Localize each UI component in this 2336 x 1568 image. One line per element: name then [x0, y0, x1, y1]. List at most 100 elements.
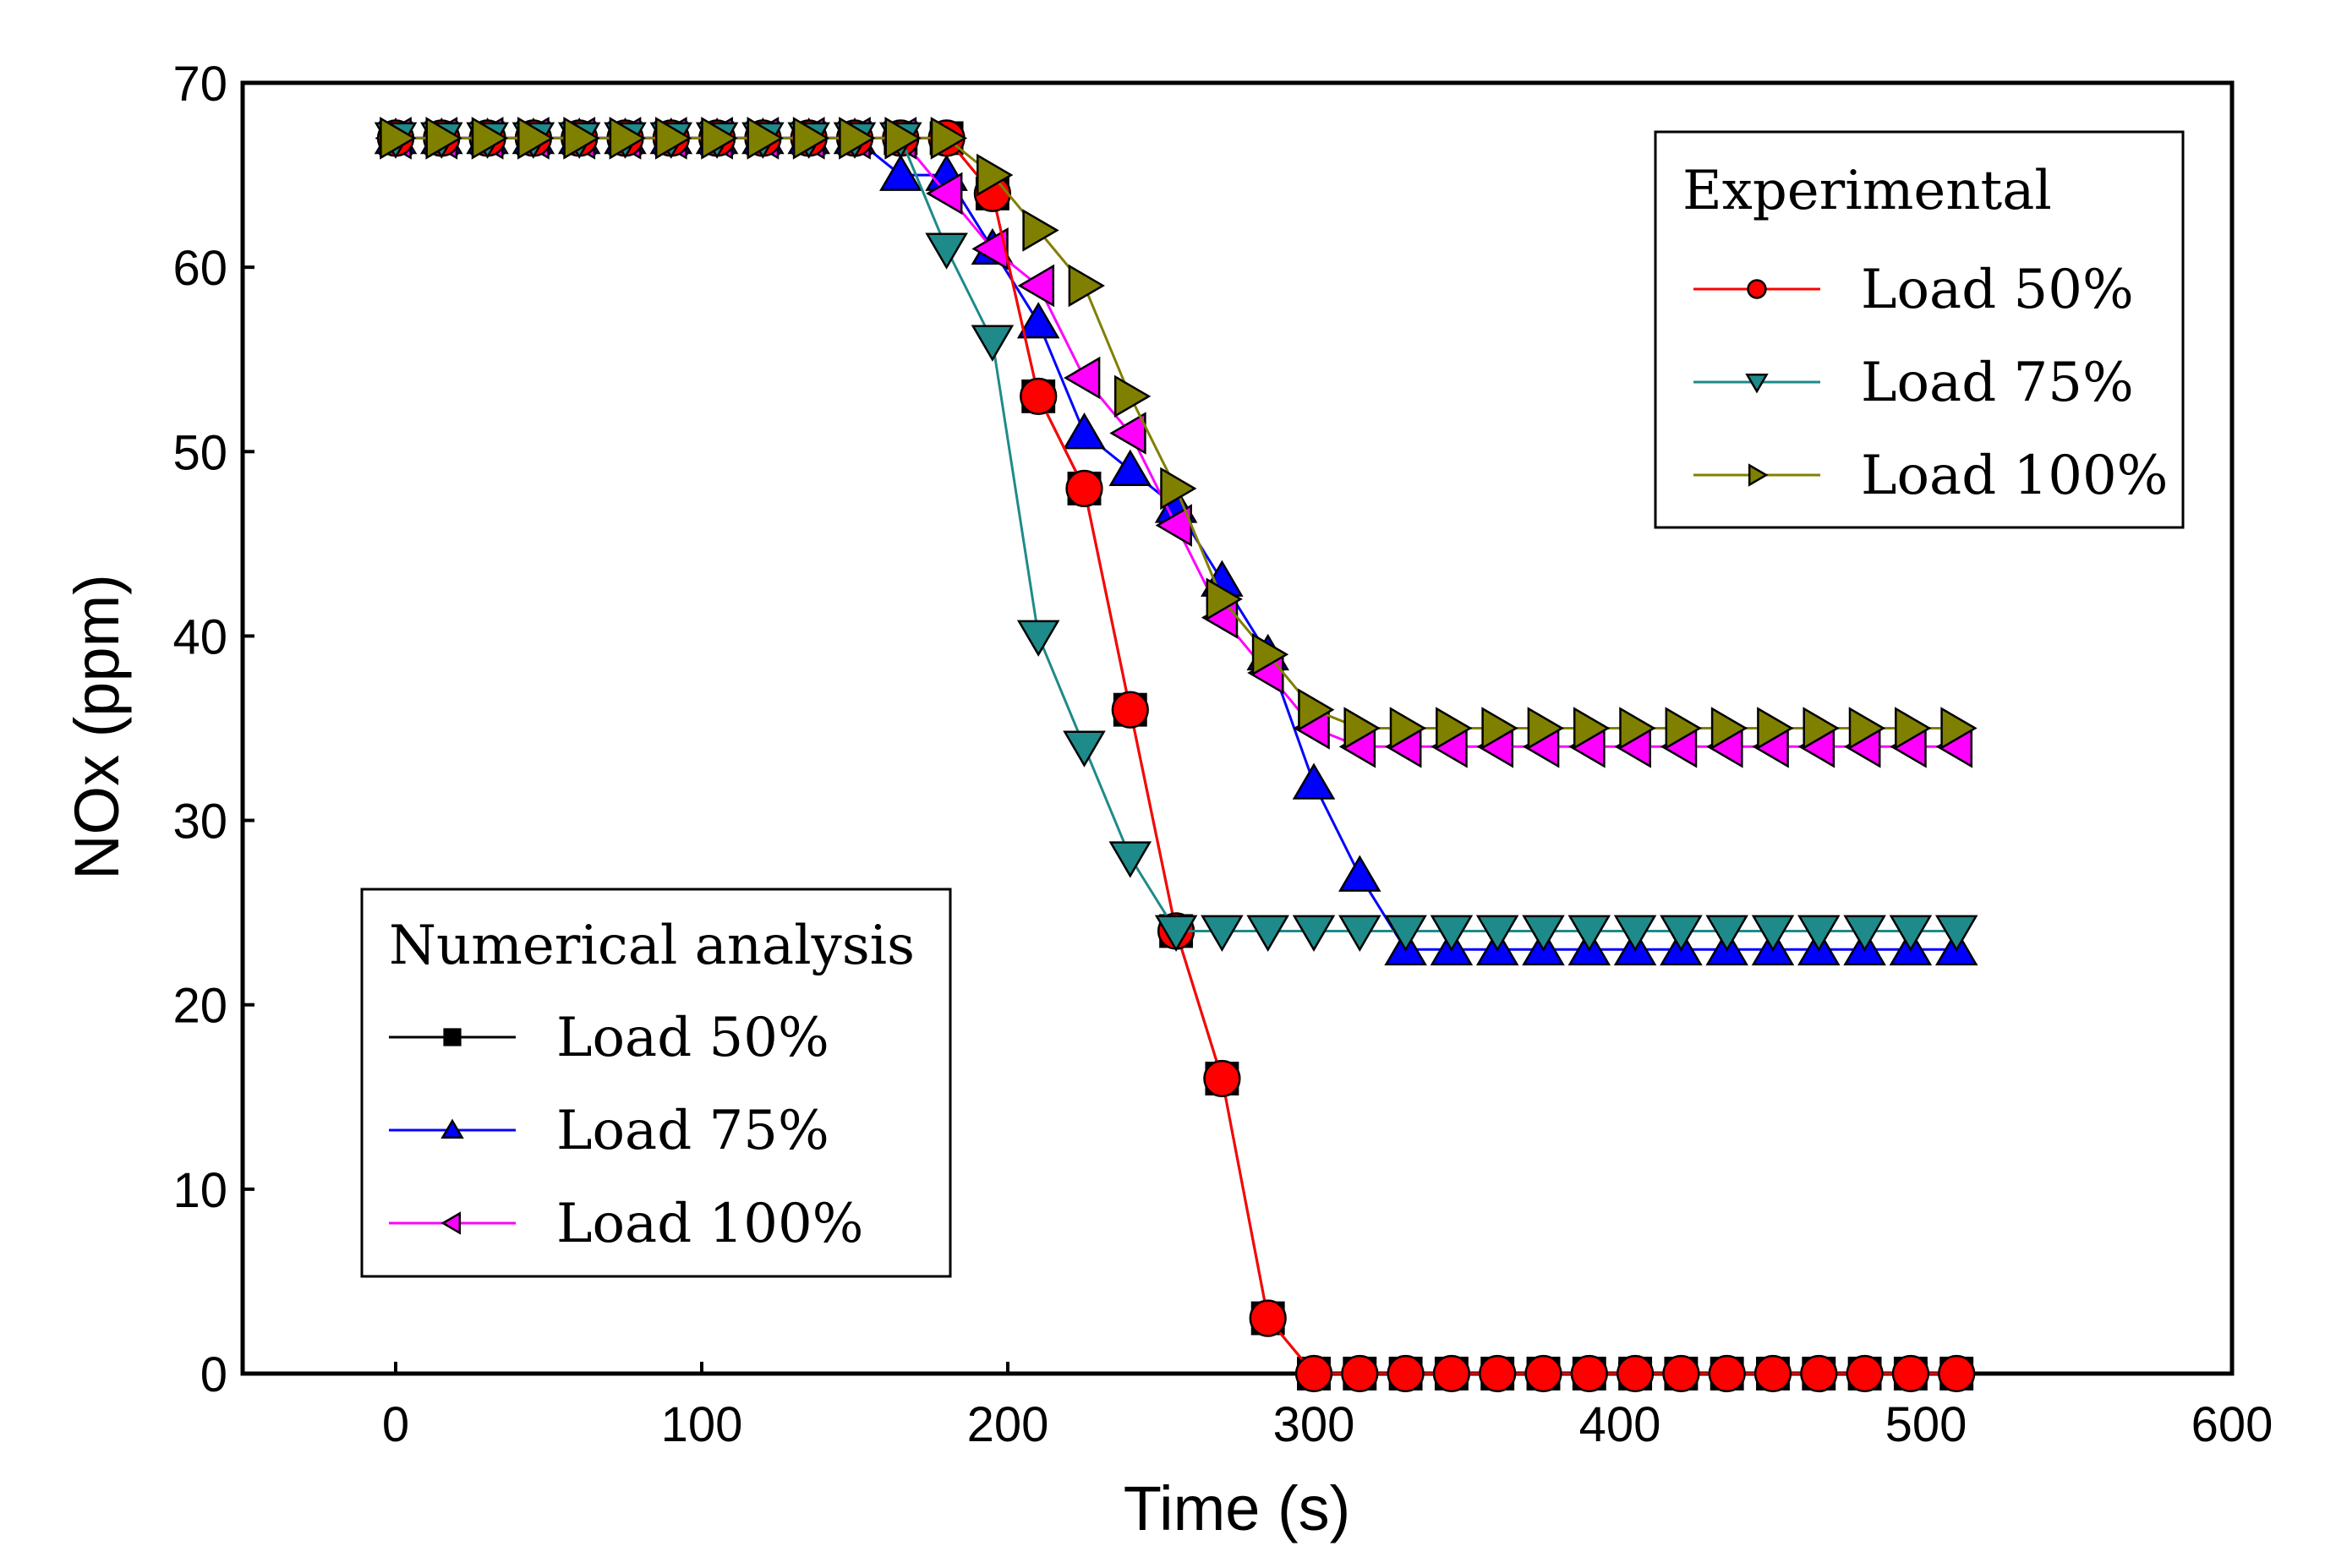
data-point [1843, 915, 1886, 952]
legend-item: Load 50% [389, 1007, 829, 1069]
data-point [380, 117, 417, 160]
data-point [792, 117, 830, 160]
data-point [1662, 1354, 1700, 1393]
data-point [1068, 264, 1105, 308]
data-point [1797, 915, 1841, 952]
y-tick-label: 0 [200, 1347, 227, 1402]
data-point [1613, 915, 1657, 952]
data-point [471, 117, 509, 160]
series-layer [374, 117, 1978, 1393]
plot-frame [240, 80, 2235, 1376]
legend-numerical: Numerical analysis Load 50%Load 75%Load … [360, 888, 952, 1278]
data-point [839, 117, 876, 160]
data-point [977, 153, 1014, 197]
x-tick-label: 300 [1273, 1397, 1355, 1452]
data-point [1938, 1354, 1976, 1393]
y-axis-ticks: 0 10 20 30 40 50 60 70 [172, 57, 254, 1402]
data-point [1065, 469, 1103, 508]
data-point [1522, 915, 1565, 952]
data-point [1803, 707, 1840, 750]
x-axis-title: Time (s) [1124, 1473, 1351, 1543]
data-point [1940, 707, 1978, 750]
data-point [1016, 302, 1060, 339]
data-point [1298, 688, 1335, 731]
data-point [1848, 707, 1886, 750]
data-point [654, 117, 692, 160]
y-tick-label: 50 [172, 425, 227, 480]
data-point [1108, 449, 1152, 486]
data-point [1527, 707, 1564, 750]
data-point [1479, 1354, 1517, 1393]
y-tick-label: 10 [172, 1163, 227, 1218]
data-point [1748, 463, 1769, 487]
data-point [1294, 1354, 1333, 1393]
data-point [1064, 356, 1101, 400]
data-point [1154, 915, 1198, 952]
legend-experimental-box [1654, 130, 2185, 529]
series-experimental-100 [380, 117, 1978, 750]
data-point [1619, 707, 1656, 750]
data-point [879, 154, 922, 191]
data-point [1567, 915, 1611, 952]
data-point [925, 232, 968, 270]
y-tick-label: 20 [172, 979, 227, 1034]
data-point [1201, 915, 1244, 952]
data-point [1570, 1354, 1608, 1393]
data-point [1747, 279, 1767, 299]
legend-numerical-items: Load 50% Load 75% Load 100% [389, 1007, 863, 1255]
data-point [1022, 209, 1059, 252]
legend-label: Load 50% [1861, 259, 2134, 321]
legend-numerical-box [360, 888, 952, 1278]
data-point [1751, 915, 1795, 952]
x-tick-label: 400 [1579, 1397, 1661, 1452]
data-point [971, 325, 1015, 362]
legend-label: Load 100% [556, 1193, 863, 1255]
legend-label: Load 50% [556, 1007, 829, 1069]
data-point [884, 117, 922, 160]
data-point [1705, 915, 1748, 952]
data-point [1665, 707, 1702, 750]
data-point [1020, 377, 1058, 415]
data-point [440, 1118, 464, 1139]
data-point [1206, 577, 1243, 621]
legend-experimental-title: Experimental [1682, 160, 2052, 222]
data-point [1710, 707, 1748, 750]
legend-label: Load 100% [1861, 445, 2168, 507]
data-point [701, 117, 738, 160]
y-axis-title: NOx (ppm) [62, 574, 132, 880]
data-point [1753, 1354, 1792, 1393]
data-point [440, 1211, 462, 1235]
data-point [747, 117, 784, 160]
x-tick-label: 100 [661, 1397, 743, 1452]
data-point [1846, 1354, 1884, 1393]
data-point [1113, 374, 1152, 418]
data-point [1338, 915, 1381, 952]
data-point [1757, 707, 1794, 750]
data-point [1111, 691, 1149, 729]
x-axis-ticks: 0 100 200 300 400 500 600 [382, 1362, 2273, 1452]
data-point [1384, 915, 1427, 952]
legend-item: Load 50% [1693, 259, 2134, 321]
y-tick-label: 70 [172, 57, 227, 112]
legend-numerical-title: Numerical analysis [389, 915, 915, 977]
data-point [1800, 1354, 1838, 1393]
x-tick-label: 0 [382, 1397, 409, 1452]
data-point [1016, 620, 1060, 657]
data-point [1708, 1354, 1746, 1393]
data-point [1745, 373, 1769, 394]
data-point [1203, 1059, 1241, 1098]
data-point [1616, 1354, 1655, 1393]
data-point [1389, 707, 1427, 750]
data-point [1436, 707, 1473, 750]
data-point [1108, 841, 1152, 878]
y-tick-label: 30 [172, 795, 227, 850]
legend-item: Load 100% [389, 1193, 863, 1255]
data-point [425, 117, 462, 160]
x-tick-label: 500 [1885, 1397, 1967, 1452]
data-point [926, 172, 963, 216]
data-point [609, 117, 646, 160]
data-point [1292, 762, 1336, 800]
legend-item: Load 75% [389, 1100, 829, 1162]
data-point [1246, 915, 1289, 952]
